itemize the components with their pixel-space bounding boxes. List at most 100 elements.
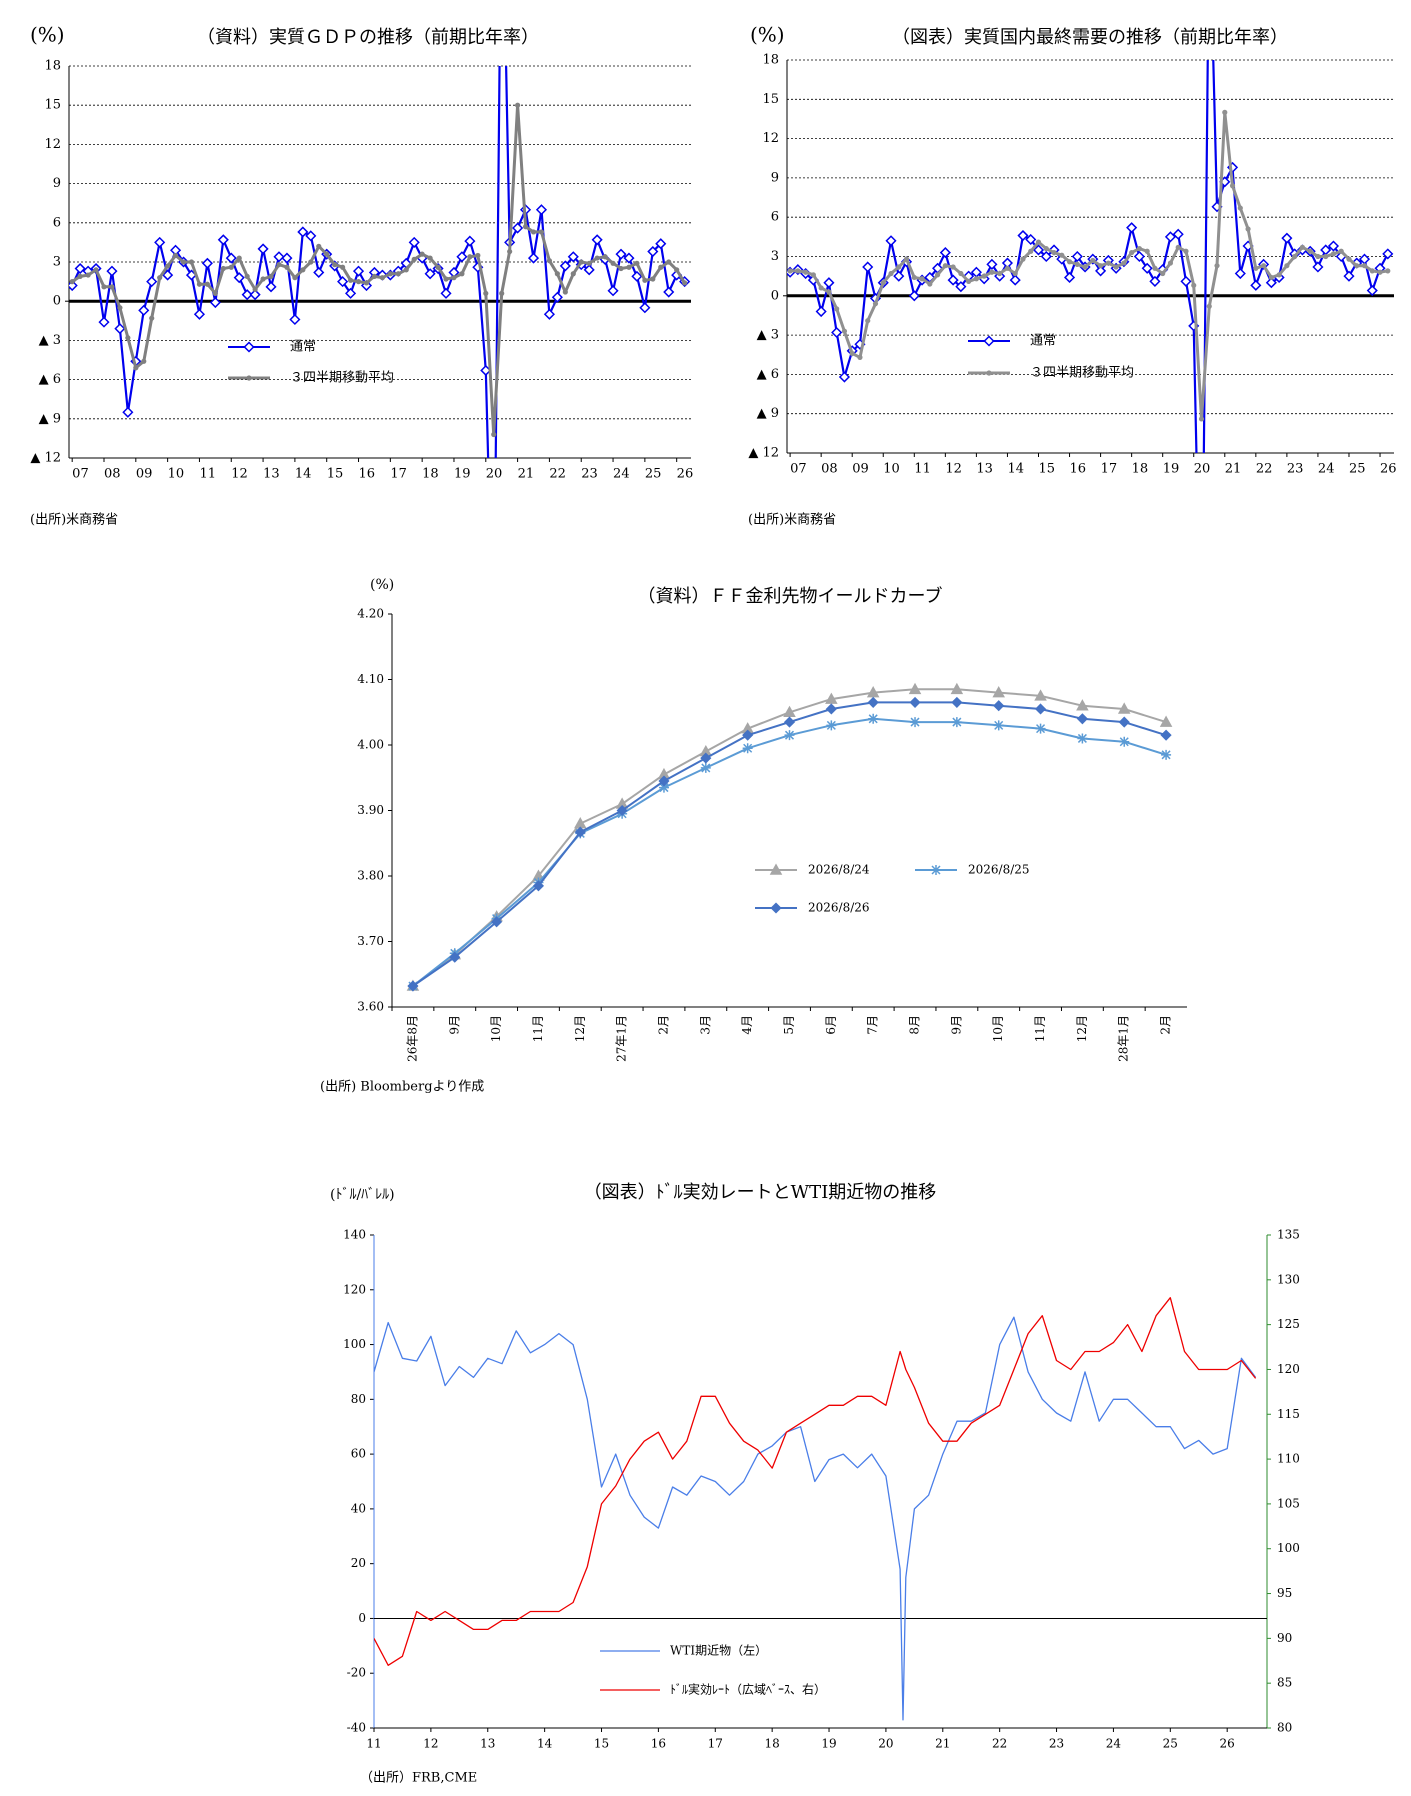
marker xyxy=(464,235,476,247)
x-tick-label: 20 xyxy=(878,1737,893,1751)
marker xyxy=(456,251,468,263)
marker xyxy=(165,263,171,269)
marker xyxy=(1113,264,1119,270)
marker xyxy=(98,316,110,328)
marker xyxy=(1095,265,1107,277)
series-line xyxy=(374,1297,1257,1666)
marker xyxy=(217,234,229,246)
marker xyxy=(857,354,863,360)
marker xyxy=(872,301,879,307)
marker xyxy=(618,265,624,272)
marker xyxy=(880,280,886,286)
y-tick-label: 9 xyxy=(771,170,779,185)
marker xyxy=(289,313,301,326)
marker xyxy=(268,273,274,279)
marker xyxy=(427,255,433,261)
marker xyxy=(532,880,545,892)
y-tick-label: 0 xyxy=(771,288,779,303)
marker xyxy=(308,259,314,265)
marker xyxy=(133,365,139,371)
y-tick-label: 6 xyxy=(53,215,61,230)
marker xyxy=(1327,240,1340,252)
marker xyxy=(983,335,995,347)
y-tick-label: 3.60 xyxy=(357,1000,384,1014)
marker xyxy=(535,204,548,216)
y-tick-label: 4.00 xyxy=(357,738,384,752)
y-tick-label: 120 xyxy=(343,1282,366,1296)
x-tick-label: 6月 xyxy=(824,1015,838,1035)
x-tick-label: 15 xyxy=(1038,462,1055,477)
x-tick-label: 8月 xyxy=(908,1015,922,1035)
marker xyxy=(1009,274,1021,286)
marker xyxy=(594,255,600,261)
x-tick-label: 21 xyxy=(935,1737,950,1751)
marker xyxy=(297,226,309,238)
x-tick-label: 26 xyxy=(1380,462,1397,477)
x-tick-label: 2月 xyxy=(1159,1015,1173,1035)
marker xyxy=(1222,109,1228,115)
marker xyxy=(795,268,801,274)
legend-label: 2026/8/25 xyxy=(968,863,1030,877)
marker xyxy=(570,271,576,277)
marker xyxy=(180,259,187,265)
marker xyxy=(1346,256,1352,262)
marker xyxy=(172,252,179,259)
marker xyxy=(1028,248,1034,254)
marker xyxy=(188,259,195,265)
marker xyxy=(193,308,206,320)
x-tick-label: 25 xyxy=(645,467,662,482)
marker xyxy=(1214,263,1220,269)
marker xyxy=(663,286,675,298)
marker xyxy=(591,234,603,246)
x-tick-label: 19 xyxy=(1163,462,1180,477)
x-tick-label: 19 xyxy=(821,1737,836,1751)
source-note: （出所）FRB,CME xyxy=(360,1771,477,1786)
marker xyxy=(909,696,921,708)
marker xyxy=(363,280,370,286)
marker xyxy=(241,289,253,301)
marker xyxy=(893,270,905,282)
chart-title: （資料）実質ＧＤＰの推移（前期比年率） xyxy=(197,27,539,48)
marker xyxy=(955,281,967,293)
marker xyxy=(162,269,174,281)
marker xyxy=(1071,250,1083,263)
x-tick-label: 27年1月 xyxy=(615,1015,629,1062)
marker xyxy=(981,273,987,279)
marker xyxy=(499,290,505,296)
marker xyxy=(947,274,959,286)
x-tick-label: 18 xyxy=(765,1737,780,1751)
x-tick-label: 26 xyxy=(1220,1737,1235,1751)
marker xyxy=(1361,263,1368,269)
x-tick-label: 21 xyxy=(1225,462,1242,477)
marker xyxy=(154,236,166,248)
marker xyxy=(281,252,293,264)
marker xyxy=(284,264,290,270)
legend-label: 2026/8/24 xyxy=(808,863,870,877)
marker xyxy=(1197,684,1206,693)
source-note: (出所) Bloombergより作成 xyxy=(320,1080,484,1095)
marker xyxy=(562,289,568,295)
marker xyxy=(666,259,672,265)
x-tick-label: 09 xyxy=(136,467,153,482)
marker xyxy=(69,279,75,285)
marker xyxy=(114,323,126,335)
marker xyxy=(951,696,963,708)
marker xyxy=(973,276,979,282)
marker xyxy=(419,251,425,257)
marker xyxy=(1343,270,1355,282)
x-tick-label: 22 xyxy=(1256,462,1273,477)
legend-label: ３四半期移動平均 xyxy=(1030,366,1134,381)
x-tick-label: 20 xyxy=(486,467,503,482)
y-tick-label: 4.20 xyxy=(357,607,384,621)
marker xyxy=(1136,246,1143,252)
marker xyxy=(332,262,338,268)
marker xyxy=(491,916,503,928)
marker xyxy=(1076,699,1089,711)
x-tick-label: 24 xyxy=(1106,1737,1122,1751)
y-tick-label: 9 xyxy=(53,176,61,191)
x-tick-label: 15 xyxy=(327,467,344,482)
marker xyxy=(1268,274,1274,281)
y-tick-label: ▲ 3 xyxy=(39,333,61,348)
marker xyxy=(634,260,640,266)
legend-label: ﾄﾞﾙ実効ﾚｰﾄ（広域ﾍﾞｰｽ、右） xyxy=(670,1682,826,1697)
